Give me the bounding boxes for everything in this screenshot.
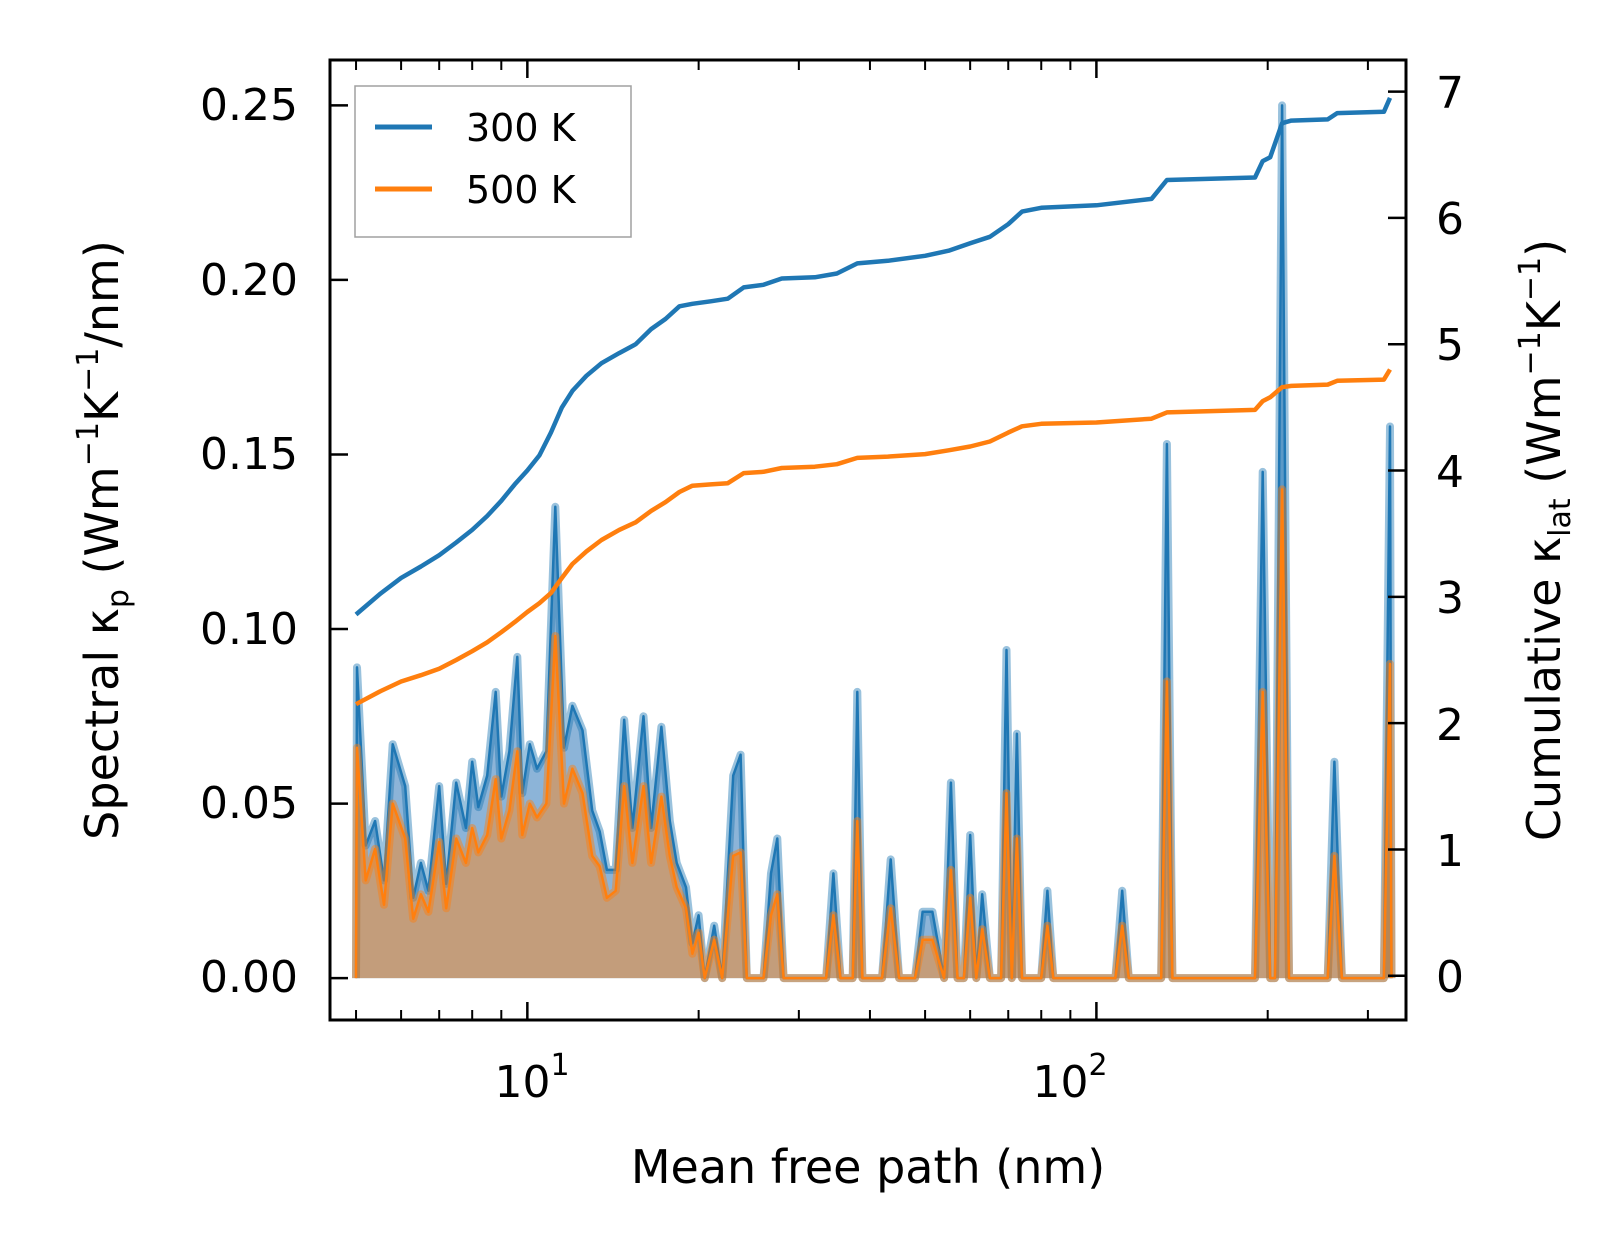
y2-tick-label: 2 (1436, 700, 1464, 751)
y2-tick-label: 4 (1436, 447, 1464, 498)
cumulative-line-300k (354, 96, 1393, 617)
x-tick-label-10: 101 (494, 1048, 569, 1108)
legend: 300 K 500 K (354, 85, 632, 238)
spectral-line-500k (354, 488, 1393, 980)
y-tick-label: 0.05 (200, 778, 298, 829)
legend-box (354, 85, 632, 238)
y2-tick-label: 0 (1436, 952, 1464, 1003)
x-tick-label-100: 102 (1032, 1048, 1107, 1108)
y2-tick-label: 7 (1436, 68, 1464, 119)
y2-tick-label: 6 (1436, 194, 1464, 245)
y2-tick-labels: 0 1 2 3 4 5 6 7 (1436, 68, 1464, 1003)
legend-label-300k: 300 K (466, 106, 577, 150)
cumulative-line-500k (354, 368, 1392, 707)
y2-tick-label: 1 (1436, 826, 1464, 877)
y-tick-label: 0.15 (200, 429, 298, 480)
y-tick-label: 0.00 (200, 952, 298, 1003)
y2-axis-title: Cumulative κlat (Wm−1K−1) (1513, 239, 1578, 841)
x-axis-title: Mean free path (nm) (631, 1140, 1105, 1194)
y2-tick-label: 5 (1436, 320, 1464, 371)
y-tick-labels: 0.00 0.05 0.10 0.15 0.20 0.25 (200, 80, 298, 1003)
cumulative-lines (354, 96, 1393, 707)
y-tick-label: 0.25 (200, 80, 298, 131)
plot-frame (328, 58, 1408, 1022)
y-axis-title: Spectral κp (Wm−1K−1/nm) (71, 240, 136, 840)
legend-label-500k: 500 K (466, 168, 577, 212)
y-tick-label: 0.20 (200, 255, 298, 306)
y2-tick-label: 3 (1436, 573, 1464, 624)
y-tick-label: 0.10 (200, 604, 298, 655)
axis-ticks (330, 60, 1406, 1020)
spectral-lines (352, 101, 1396, 983)
